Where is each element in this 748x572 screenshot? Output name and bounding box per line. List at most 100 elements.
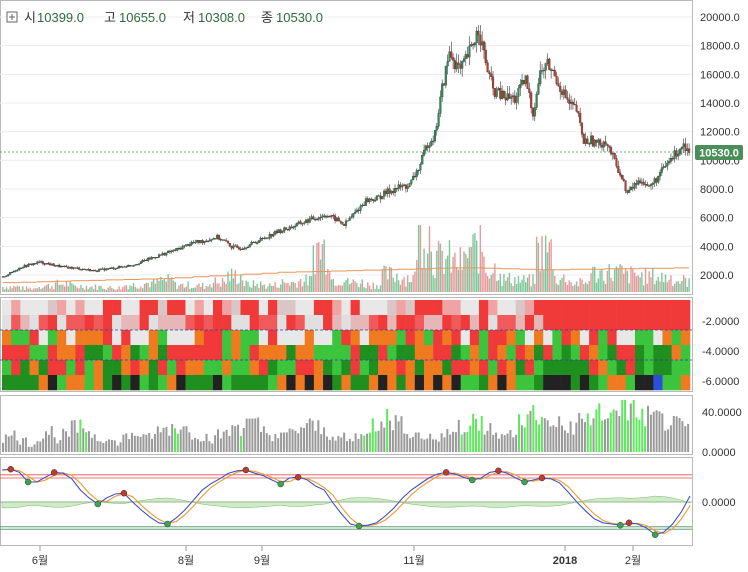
heatmap-cell <box>359 360 370 376</box>
volume-bar <box>653 284 656 292</box>
candle <box>63 265 66 268</box>
histogram-bar <box>549 426 552 452</box>
histogram-bar <box>39 441 42 452</box>
heatmap-cell <box>84 375 95 391</box>
open-value: 10399.0 <box>37 10 84 25</box>
histogram-bar <box>308 418 311 452</box>
heatmap-cell <box>423 360 434 376</box>
candle-body <box>341 221 344 225</box>
histogram-bar <box>30 446 33 452</box>
histogram-bar <box>331 436 334 452</box>
candle <box>92 269 95 272</box>
heatmap-cell <box>350 315 361 331</box>
volume-bar <box>628 283 630 292</box>
histogram-bar <box>228 435 231 452</box>
candle <box>246 245 250 249</box>
candle-body <box>206 240 210 242</box>
candle <box>90 270 93 272</box>
candle-body <box>343 224 346 226</box>
volume-bar <box>432 275 434 292</box>
heatmap-cell <box>11 300 21 316</box>
volume-bar <box>648 271 650 292</box>
histogram-bar <box>110 439 113 452</box>
volume-bar <box>92 289 95 292</box>
candle-body <box>424 145 427 151</box>
volume-bar <box>256 283 258 292</box>
candle <box>10 271 14 274</box>
candle-body <box>147 257 150 261</box>
volume-bar <box>662 282 665 292</box>
candle-body <box>655 178 658 183</box>
candle-body <box>477 30 480 36</box>
oscillator-peak-marker <box>7 465 14 473</box>
volume-bar <box>241 280 244 292</box>
histogram-bar <box>248 418 251 452</box>
histogram-bar <box>612 409 615 452</box>
candle-body <box>308 218 311 223</box>
histogram-bar <box>257 417 260 452</box>
heatmap-cell <box>295 360 306 376</box>
volume-bar <box>156 279 158 292</box>
candle <box>118 265 121 269</box>
candle-body <box>490 73 493 77</box>
candle <box>136 263 139 266</box>
candle-body <box>588 143 591 145</box>
candle <box>52 263 55 267</box>
heatmap-cell <box>534 345 544 361</box>
volume-bar <box>579 278 581 292</box>
heatmap-cell <box>396 375 406 391</box>
candle <box>285 226 288 231</box>
heatmap-cell <box>112 345 122 361</box>
volume-bar <box>54 282 57 292</box>
candle <box>334 213 337 224</box>
heatmap-cell <box>84 315 95 331</box>
volume-bar <box>14 286 17 292</box>
volume-bar <box>544 235 547 292</box>
candle <box>315 217 319 221</box>
heatmap-cell <box>625 360 636 376</box>
volume-bar <box>592 266 594 292</box>
histogram-bar <box>116 445 119 452</box>
volume-bar <box>506 277 509 292</box>
histogram-bar <box>423 439 426 452</box>
candle <box>167 250 170 254</box>
heatmap-cell <box>304 360 315 376</box>
candle <box>243 246 246 250</box>
heatmap-cell <box>579 360 590 376</box>
histogram-bar <box>231 425 234 452</box>
heatmap-cell <box>167 330 177 346</box>
heatmap-cell <box>405 330 416 346</box>
volume-bar <box>593 266 596 292</box>
histogram-bar <box>354 433 357 452</box>
candle-body <box>81 268 84 270</box>
heatmap-cell <box>515 345 526 361</box>
heatmap-cell <box>29 375 39 391</box>
volume-bar <box>521 279 523 292</box>
histogram-bar <box>188 432 191 452</box>
volume-bar <box>354 281 356 292</box>
candle <box>321 213 324 220</box>
histogram-bar <box>162 427 165 452</box>
heatmap-cell <box>368 360 379 376</box>
histogram-bar <box>343 432 346 452</box>
candle-body <box>660 167 663 173</box>
candle-body <box>56 264 59 267</box>
histogram-bar <box>526 414 529 452</box>
candle <box>640 178 643 186</box>
histogram-bar <box>288 428 291 452</box>
heatmap-cell <box>350 345 361 361</box>
volume-bar <box>94 284 97 292</box>
heatmap-cell <box>2 330 12 346</box>
heatmap-cell <box>524 345 535 361</box>
histogram-bar <box>446 429 449 452</box>
candle <box>677 149 680 161</box>
candle-body <box>669 158 672 162</box>
candle <box>147 257 150 263</box>
heatmap-cells <box>0 300 692 391</box>
candle-body <box>626 190 629 193</box>
heatmap-cell <box>231 330 241 346</box>
heatmap-cell <box>286 315 296 331</box>
candle-body <box>392 190 395 193</box>
volume-bar <box>232 278 235 292</box>
histogram-bar <box>678 417 681 452</box>
